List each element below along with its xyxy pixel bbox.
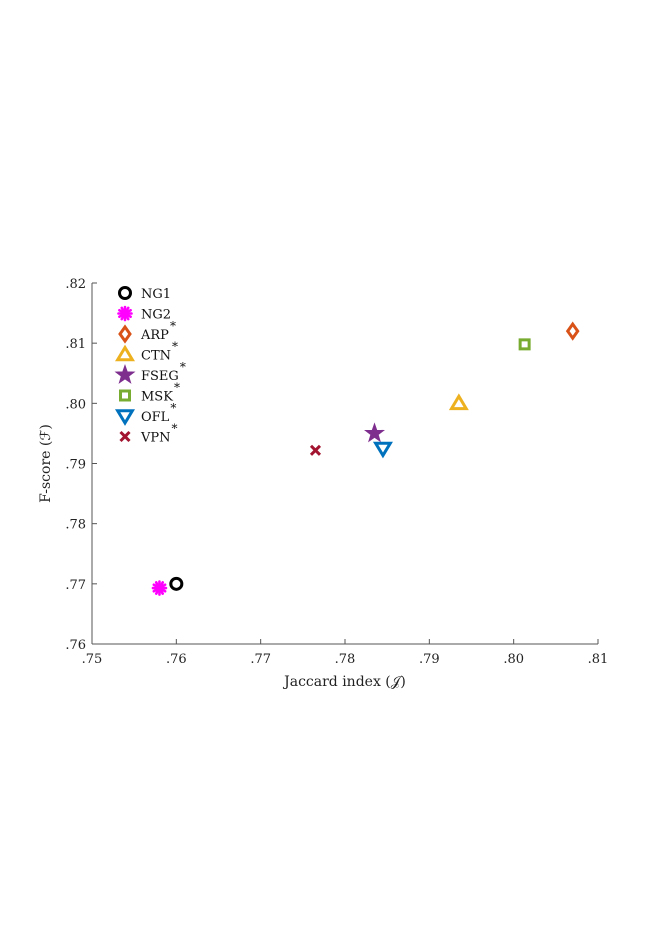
y-tick-label: .77 (65, 578, 86, 593)
legend-star: * (170, 401, 176, 415)
legend-star: * (170, 319, 176, 333)
legend-marker-fseg (114, 363, 136, 384)
legend-marker-ctn (115, 344, 135, 362)
x-tick-label: .80 (503, 652, 524, 667)
y-tick-label: .78 (65, 518, 86, 533)
legend-item-msk: MSK* (119, 381, 180, 405)
legend-label: OFL (141, 410, 170, 425)
y-tick-label: .79 (65, 458, 86, 473)
y-tick-label: .76 (65, 638, 86, 653)
y-tick-label: .82 (65, 277, 86, 292)
legend-label: CTN (141, 349, 171, 364)
y-axis-label: F-score (ℱ) (38, 424, 54, 503)
legend-label: NG1 (141, 287, 171, 302)
legend-label: MSK (141, 390, 173, 405)
asterisk-stroke (152, 583, 167, 593)
data-points (151, 321, 580, 596)
x-tick-label: .75 (82, 652, 103, 667)
legend-marker-ofl (115, 409, 135, 426)
legend-marker-ng1 (118, 286, 132, 300)
y-tick-label: .81 (65, 337, 86, 352)
data-point-arp (565, 321, 580, 341)
legend-item-ng2: NG2 (117, 305, 171, 323)
x-stroke (309, 444, 322, 456)
legend-label: ARP (140, 328, 169, 343)
x-tick-label: .77 (250, 652, 271, 667)
legend-item-ng1: NG1 (118, 286, 171, 302)
legend-item-ctn: CTN* (115, 340, 178, 364)
data-point-ng1 (169, 576, 184, 591)
y-axis-ticks: .76 .77 .78 .79 .80 .81 .82 (65, 277, 97, 653)
legend-label: NG2 (141, 308, 171, 323)
legend-item-fseg: FSEG* (114, 360, 186, 384)
legend-star: * (180, 360, 186, 374)
legend-marker-msk (119, 389, 131, 402)
legend-star: * (172, 340, 178, 354)
legend-marker-ng2 (117, 305, 133, 322)
legend-star: * (172, 422, 178, 436)
y-tick-label: .80 (65, 397, 86, 412)
x-tick-label: .79 (419, 652, 440, 667)
x-tick-label: .81 (588, 652, 609, 667)
data-point-vpn (309, 444, 322, 456)
data-point-ctn (448, 393, 469, 411)
legend-marker-vpn (119, 430, 131, 443)
legend-label: FSEG (141, 369, 179, 384)
legend-marker-arp (118, 324, 132, 344)
legend-item-vpn: VPN* (119, 422, 178, 446)
data-point-msk (518, 338, 531, 351)
x-tick-label: .76 (166, 652, 187, 667)
x-stroke (119, 430, 131, 443)
asterisk-stroke (118, 308, 132, 319)
x-axis-ticks: .75 .76 .77 .78 .79 .80 .81 (82, 639, 609, 667)
data-point-fseg (364, 422, 385, 443)
data-point-ofl (372, 441, 393, 459)
data-point-ng2 (151, 580, 168, 596)
legend-star: * (174, 381, 180, 395)
legend-label: VPN (140, 431, 171, 446)
legend-item-arp: ARP* (118, 319, 176, 344)
x-axis-label: Jaccard index (𝒥) (282, 674, 406, 690)
x-tick-label: .78 (335, 652, 356, 667)
legend-item-ofl: OFL* (115, 401, 176, 426)
